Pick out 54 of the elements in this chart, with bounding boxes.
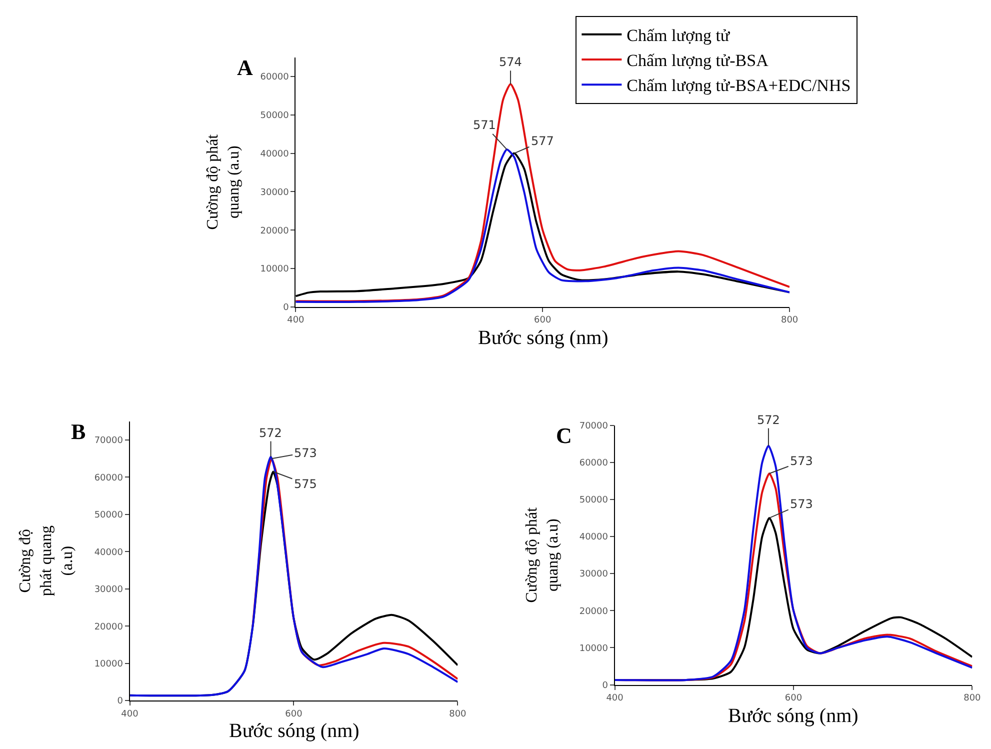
y-axis-title: Cường độ phát quang (a.u) — [17, 526, 76, 596]
y-tick-label: 20000 — [260, 226, 290, 236]
x-tick-label: 600 — [285, 709, 303, 720]
line-series — [252, 458, 458, 680]
x-axis-title: Bước sóng (nm) — [229, 720, 360, 742]
y-tick-label: 0 — [283, 303, 290, 314]
y-tick-label: 70000 — [579, 421, 608, 432]
y-tick-label: 20000 — [94, 622, 124, 632]
y-axis-title: Cường độ phát quang (a.u) — [204, 134, 242, 230]
chart-title: A — [237, 55, 253, 80]
annotation: 574 — [499, 55, 522, 69]
y-tick-label: 40000 — [260, 149, 290, 160]
annotation: 575 — [294, 477, 317, 491]
annotation: 571 — [473, 118, 496, 132]
y-tick-label: 30000 — [260, 188, 290, 198]
chart-title: C — [556, 423, 572, 448]
y-tick-label: 50000 — [260, 111, 290, 122]
y-axis-title: Cường độ phát quang (a.u) — [524, 506, 562, 603]
y-tick-label: 10000 — [579, 644, 608, 654]
y-tick-label: 30000 — [94, 585, 124, 596]
y-tick-label: 40000 — [579, 532, 608, 543]
y-tick-label: 60000 — [260, 72, 290, 83]
legend-label: Chấm lượng tử-BSA+EDC/NHS — [626, 76, 851, 96]
y-tick-label: 70000 — [94, 436, 124, 446]
annotation: 573 — [790, 497, 813, 511]
y-tick-label: 60000 — [579, 458, 608, 469]
x-tick-label: 400 — [121, 709, 139, 720]
y-tick-label: 0 — [117, 696, 124, 707]
x-axis-title: Bước sóng (nm) — [478, 327, 608, 349]
x-tick-label: 600 — [784, 694, 802, 704]
y-tick-label: 50000 — [579, 496, 608, 506]
annotation: 572 — [757, 413, 780, 427]
x-tick-label: 800 — [780, 316, 798, 326]
x-tick-label: 800 — [964, 694, 982, 704]
legend-label: Chấm lượng tử — [626, 26, 730, 46]
y-tick-label: 30000 — [579, 570, 608, 580]
chart-title: B — [71, 419, 86, 444]
x-axis-title: Bước sóng (nm) — [728, 705, 858, 727]
x-tick-label: 400 — [287, 316, 305, 326]
annotation: 573 — [294, 446, 317, 460]
y-tick-label: 0 — [602, 680, 608, 691]
y-tick-label: 10000 — [94, 659, 124, 670]
y-tick-label: 40000 — [94, 548, 124, 558]
y-tick-label: 10000 — [260, 264, 290, 275]
y-tick-label: 60000 — [94, 473, 124, 484]
x-tick-label: 600 — [534, 316, 552, 326]
y-tick-label: 20000 — [579, 606, 608, 617]
annotation: 577 — [531, 134, 554, 148]
x-tick-label: 400 — [606, 694, 624, 704]
x-tick-label: 800 — [449, 709, 467, 720]
annotation: 573 — [790, 454, 813, 468]
annotation: 572 — [259, 426, 282, 440]
legend-label: Chấm lượng tử-BSA — [626, 51, 770, 70]
y-tick-label: 50000 — [94, 510, 124, 521]
